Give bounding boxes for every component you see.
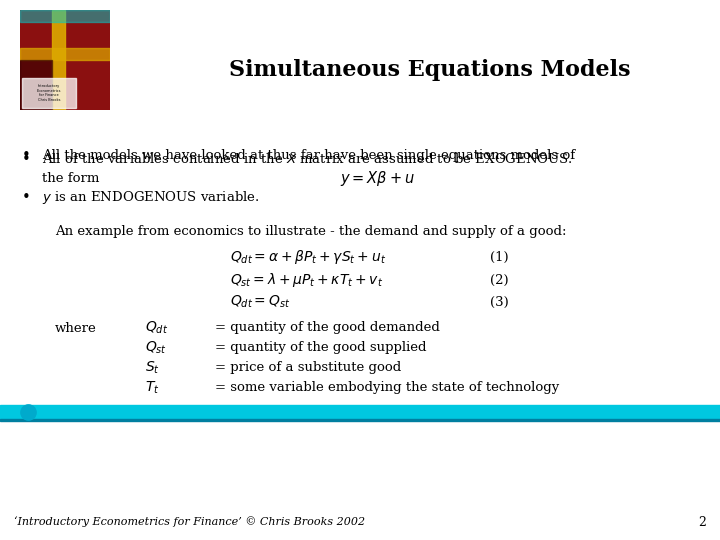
Text: (2): (2) (490, 273, 508, 287)
Text: 2: 2 (698, 516, 706, 529)
Text: •: • (22, 152, 31, 166)
Text: $Q_{dt} = \alpha + \beta P_t + \gamma S_t + u_t$: $Q_{dt} = \alpha + \beta P_t + \gamma S_… (230, 248, 386, 266)
Text: ‘Introductory Econometrics for Finance’ © Chris Brooks 2002: ‘Introductory Econometrics for Finance’ … (14, 517, 365, 528)
Text: Simultaneous Equations Models: Simultaneous Equations Models (229, 59, 631, 81)
Text: An example from economics to illustrate - the demand and supply of a good:: An example from economics to illustrate … (55, 226, 567, 239)
Text: $Q_{st} = \lambda + \mu P_t + \kappa T_t + v_t$: $Q_{st} = \lambda + \mu P_t + \kappa T_t… (230, 271, 383, 289)
Text: = some variable embodying the state of technology: = some variable embodying the state of t… (215, 381, 559, 395)
Text: = quantity of the good demanded: = quantity of the good demanded (215, 321, 440, 334)
Text: $Q_{st}$: $Q_{st}$ (145, 340, 167, 356)
Text: All the models we have looked at thus far have been single equations models of: All the models we have looked at thus fa… (42, 148, 575, 161)
Text: $Q_{dt} = Q_{st}$: $Q_{dt} = Q_{st}$ (230, 294, 290, 310)
Text: •: • (22, 190, 31, 205)
Bar (20, 48, 110, 60)
Text: $Q_{dt}$: $Q_{dt}$ (145, 320, 168, 336)
Text: = price of a substitute good: = price of a substitute good (215, 361, 401, 375)
Bar (0, 405, 720, 419)
Text: $y = X\beta + u$: $y = X\beta + u$ (340, 170, 415, 188)
Text: (3): (3) (490, 295, 509, 308)
Text: All of the variables contained in the $X$ matrix are assumed to be EXOGENOUS.: All of the variables contained in the $X… (42, 152, 573, 166)
Bar (52, 10, 65, 110)
Bar (20, 60, 52, 110)
Text: $S_t$: $S_t$ (145, 360, 160, 376)
Text: Introductory
Econometrics
for Finance
Chris Brooks: Introductory Econometrics for Finance Ch… (37, 84, 61, 102)
Text: •: • (22, 147, 31, 163)
Text: (1): (1) (490, 251, 508, 264)
Text: the form: the form (42, 172, 99, 186)
Text: $y$ is an ENDOGENOUS variable.: $y$ is an ENDOGENOUS variable. (42, 188, 260, 206)
Text: = quantity of the good supplied: = quantity of the good supplied (215, 341, 426, 354)
Text: $T_t$: $T_t$ (145, 380, 160, 396)
Bar (0, 419, 720, 421)
Bar (20, 10, 110, 22)
Bar (22, 78, 76, 108)
Text: where: where (55, 321, 96, 334)
